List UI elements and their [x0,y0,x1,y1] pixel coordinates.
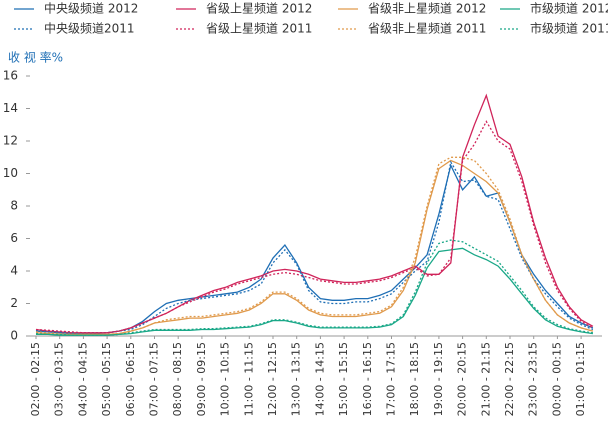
x-tick-label: 15:00 - 15:15 [337,342,350,416]
x-tick-label: 01:00 - 01:15 [574,342,587,416]
y-tick-label: 12 [3,134,18,148]
x-tick-label: 19:00 - 19:15 [432,342,445,416]
series-line [35,93,594,334]
x-tick-label: 22:00 - 22:15 [503,342,516,416]
x-tick-label: 12:00 - 12:15 [266,342,279,416]
series-line [35,159,594,336]
x-tick-label: 10:00 - 10:15 [219,342,232,416]
y-tick-label: 10 [3,166,18,180]
y-tick-label: 6 [10,231,18,245]
y-tick-label: 16 [3,69,18,83]
y-tick-label: 8 [10,199,18,213]
x-tick-label: 23:00 - 23:15 [527,342,540,416]
x-tick-label: 05:00 - 05:15 [100,342,113,416]
y-tick-label: 2 [10,296,18,310]
legend-label: 市级频道 2011 [530,21,608,36]
x-tick-label: 18:00 - 18:15 [408,342,421,416]
series-line [35,239,593,336]
x-tick-label: 08:00 - 08:15 [171,342,184,416]
x-tick-label: 20:00 - 20:15 [456,342,469,416]
series-line [35,163,594,335]
x-tick-label: 21:00 - 21:15 [479,342,492,416]
legend-label: 省级上星频道 2011 [206,22,312,36]
x-tick-label: 09:00 - 09:15 [195,342,208,416]
x-tick-label: 17:00 - 17:15 [385,342,398,416]
x-tick-label: 03:00 - 03:15 [53,342,66,416]
series-line [35,120,594,334]
y-axis-label: 收 视 率% [8,50,63,65]
x-tick-label: 16:00 - 16:15 [361,342,374,416]
x-tick-label: 02:00 - 02:15 [29,342,42,416]
series-line [36,247,593,336]
legend-label: 省级非上星频道 2012 [368,2,486,16]
legend-label: 中央级频道2011 [44,21,135,36]
x-tick-label: 00:00 - 00:15 [550,342,563,416]
x-tick-label: 06:00 - 06:15 [124,342,137,416]
x-tick-label: 07:00 - 07:15 [148,342,161,416]
legend-label: 市级频道 2012 [530,1,608,16]
series-line [35,160,594,334]
legend-label: 省级上星频道 2012 [206,2,312,16]
x-tick-label: 13:00 - 13:15 [290,342,303,416]
x-tick-label: 11:00 - 11:15 [242,342,255,416]
legend-label: 省级非上星频道 2011 [368,22,486,36]
x-tick-label: 04:00 - 04:15 [76,342,89,416]
y-tick-label: 14 [3,101,18,115]
y-tick-label: 0 [10,329,18,343]
legend-label: 中央级频道 2012 [44,1,138,16]
y-tick-label: 4 [10,264,18,278]
series-line [35,156,594,336]
x-tick-label: 14:00 - 14:15 [313,342,326,416]
